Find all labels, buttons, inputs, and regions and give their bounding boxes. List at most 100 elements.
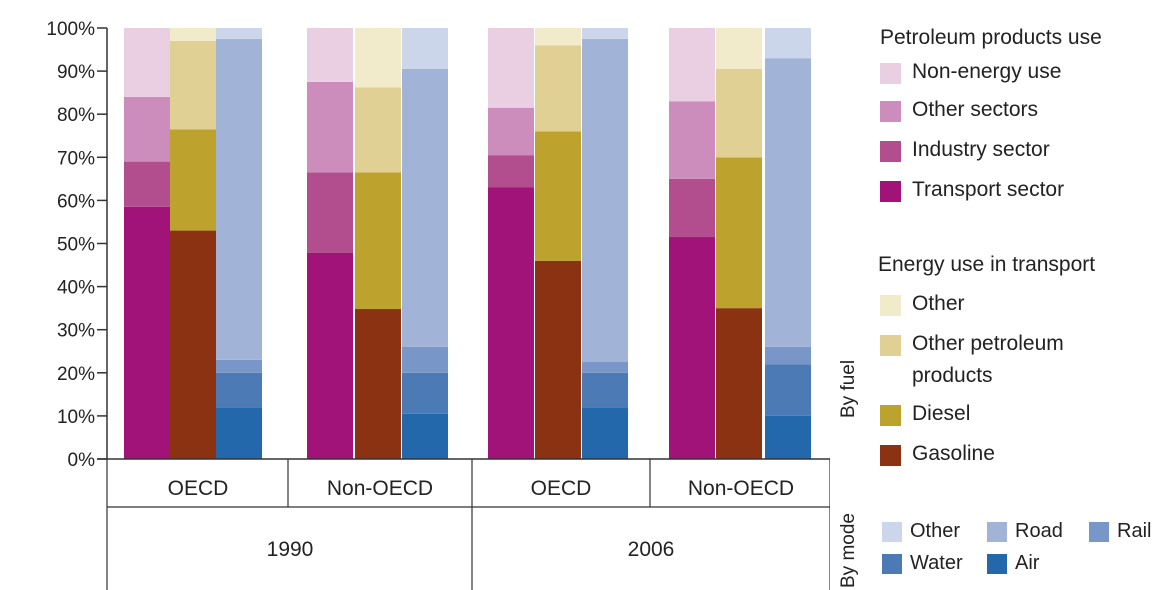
x-year-label: 2006 [628,538,675,561]
y-tick-label: 70% [57,148,95,169]
petroleum-bar-segment-transport-sector [124,206,170,459]
y-tick-label: 40% [57,278,95,299]
mode-bar-segment-air [582,407,628,459]
fuel-bar-segment-other [716,28,762,69]
petroleum-bar-segment-non-energy-use [669,28,715,102]
petroleum-bar-segment-other-sectors [669,101,715,179]
x-year-label: 1990 [267,538,314,561]
petroleum-bar-segment-other-sectors [307,81,353,173]
petroleum-bar-segment-transport-sector [669,237,715,459]
petroleum-bar-segment-non-energy-use [307,28,353,82]
petroleum-bar-segment-non-energy-use [124,28,170,97]
fuel-bar-segment-other-petroleum-products [355,87,401,173]
bars-layer [124,28,811,459]
fuel-bar-segment-diesel [535,131,581,261]
fuel-bar-segment-diesel [170,129,216,231]
legend-label: Air [1015,552,1040,574]
x-region-label: Non-OECD [327,477,433,500]
legend-label: Other sectors [912,98,1039,121]
fuel-bar-segment-other-petroleum-products [716,68,762,158]
stacked-bar-chart: 0% 10% 20% 30% 40% 50% 60% 70% 80% 90% 100% OECD No… [46,19,830,590]
mode-bar-segment-rail [582,362,628,373]
fuel-bar-segment-gasoline [716,308,762,459]
legend-label: Rail [1117,520,1152,542]
mode-bar-segment-other [216,28,262,39]
petroleum-bar-segment-industry-sector [307,172,353,253]
legend-swatch [880,335,901,356]
by-mode-label: By mode [838,513,859,588]
mode-bar-segment-rail [402,346,448,373]
mode-bar-segment-rail [765,346,811,365]
y-axis: 0% 10% 20% 30% 40% 50% 60% 70% 80% 90% 100% [46,19,108,471]
petroleum-bar-segment-industry-sector [669,178,715,238]
legend-label: Other [912,292,965,315]
mode-bar-segment-road [765,58,811,347]
petroleum-bar-segment-transport-sector [488,187,534,459]
legend-title-petroleum: Petroleum products use [880,26,1102,49]
y-tick-label: 80% [57,105,95,126]
fuel-bar-segment-other [535,28,581,46]
legend-swatch [880,405,901,426]
fuel-bar-segment-other [355,28,401,88]
y-tick-label: 100% [46,19,95,40]
y-tick-label: 90% [57,62,95,83]
mode-bar-segment-air [402,413,448,459]
legend-swatch [987,522,1007,542]
mode-bar-segment-water [402,372,448,414]
legend-swatch [880,63,901,84]
legend-swatch [880,445,901,466]
mode-bar-segment-air [765,415,811,459]
legend-label: Road [1015,520,1063,542]
mode-bar-segment-air [216,407,262,459]
fuel-bar-segment-diesel [355,172,401,310]
legend-swatch [880,141,901,162]
legend-label: Non-energy use [912,60,1062,83]
legend-swatch [880,101,901,122]
petroleum-bar-segment-other-sectors [488,107,534,156]
petroleum-bar-segment-industry-sector [488,155,534,188]
petroleum-bar-segment-transport-sector [307,252,353,459]
legend-label: Other [910,520,961,542]
petroleum-bar-segment-other-sectors [124,96,170,162]
legend-label: Transport sector [912,178,1065,201]
mode-bar-segment-road [582,38,628,363]
y-tick-label: 50% [57,235,95,256]
mode-bar-segment-road [216,38,262,360]
x-region-label: OECD [168,477,229,500]
legend-swatch [987,554,1007,574]
x-axis-groups: OECD Non-OECD 1990 OECD Non-OECD 2006 [97,458,830,590]
by-fuel-label: By fuel [838,359,859,418]
mode-bar-segment-other [582,28,628,39]
fuel-bar-segment-gasoline [170,230,216,459]
petroleum-bar-segment-industry-sector [124,161,170,207]
y-tick-label: 30% [57,321,95,342]
y-tick-label: 20% [57,364,95,385]
legend-title-energy-transport: Energy use in transport [878,253,1096,276]
y-tick-label: 10% [57,407,95,428]
mode-bar-segment-water [582,372,628,408]
x-region-label: Non-OECD [688,477,794,500]
y-tick-label: 0% [68,450,96,471]
fuel-bar-segment-other-petroleum-products [535,45,581,132]
y-tick-label: 60% [57,191,95,212]
mode-bar-segment-other [765,28,811,59]
fuel-bar-segment-other-petroleum-products [170,40,216,130]
legend-swatch [1089,522,1109,542]
petroleum-bar-segment-non-energy-use [488,28,534,108]
fuel-bar-segment-diesel [716,157,762,309]
legend-swatch [880,181,901,202]
mode-bar-segment-water [765,364,811,416]
mode-bar-segment-water [216,372,262,408]
legend-label: Gasoline [912,442,995,465]
legend-swatch [882,554,902,574]
legend-label: Industry sector [912,138,1050,161]
mode-bar-segment-road [402,68,448,347]
legend-label: products [912,364,993,387]
legend-swatch [880,295,901,316]
mode-bar-segment-rail [216,359,262,373]
x-region-label: OECD [531,477,592,500]
legend-label: Water [910,552,963,574]
legend-label: Diesel [912,402,971,425]
legend-label: Other petroleum [912,332,1064,355]
mode-bar-segment-other [402,28,448,69]
